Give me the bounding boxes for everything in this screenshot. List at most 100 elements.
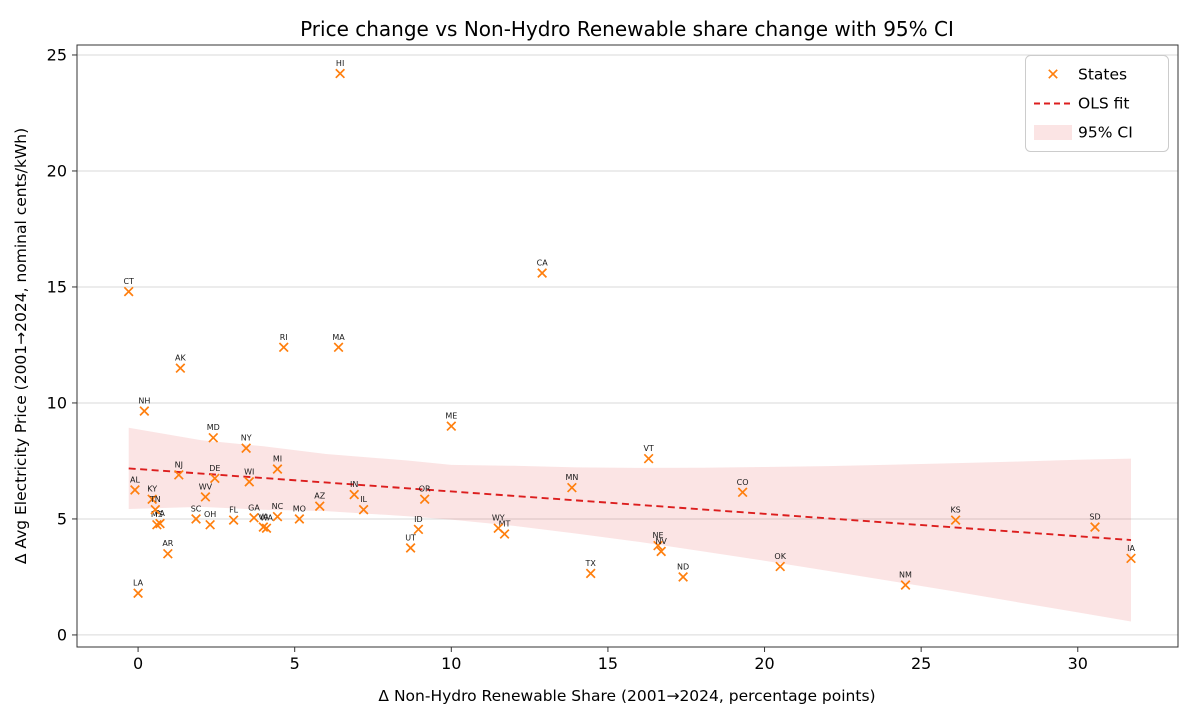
state-label-FL: FL	[229, 506, 239, 515]
state-marker-IA	[1126, 553, 1136, 564]
state-marker-NE	[653, 540, 663, 551]
state-marker-ND	[678, 572, 688, 582]
state-point-TN: TN	[149, 495, 161, 515]
state-label-KY: KY	[147, 485, 157, 494]
state-marker-TN	[150, 504, 161, 515]
state-label-HI: HI	[336, 59, 344, 68]
state-point-CT: CT	[123, 277, 134, 297]
state-point-MI: MI	[272, 455, 283, 474]
state-label-MD: MD	[207, 423, 220, 432]
legend-entry-states: States	[1078, 66, 1127, 84]
state-point-UT: UT	[405, 533, 416, 553]
state-marker-ME	[446, 421, 457, 432]
state-point-ME: ME	[445, 412, 457, 432]
x-tick-label: 0	[133, 654, 143, 673]
state-marker-MA	[333, 342, 344, 353]
state-point-LA: LA	[133, 579, 144, 599]
state-label-GA: GA	[248, 503, 260, 512]
state-point-AK: AK	[175, 354, 186, 374]
state-marker-FL	[228, 515, 239, 526]
state-marker-MS	[151, 519, 162, 530]
state-label-ND: ND	[677, 562, 689, 571]
state-label-NH: NH	[138, 397, 150, 406]
y-tick-label: 25	[47, 45, 67, 64]
legend: States OLS fit 95% CI	[1025, 55, 1169, 152]
state-point-TX: TX	[585, 559, 596, 579]
state-label-NM: NM	[899, 571, 912, 580]
state-point-VA: VA	[258, 513, 269, 532]
state-marker-NV	[656, 546, 667, 557]
state-marker-AL	[130, 485, 140, 495]
x-tick-label: 5	[290, 654, 300, 673]
state-marker-CO	[737, 487, 748, 498]
state-marker-VA	[258, 522, 269, 532]
state-point-HI: HI	[335, 59, 346, 79]
state-label-ME: ME	[445, 412, 457, 421]
state-label-NE: NE	[653, 531, 664, 540]
state-marker-NH	[139, 406, 150, 416]
state-label-MI: MI	[273, 455, 282, 464]
state-marker-IN	[349, 489, 360, 500]
state-point-SD: SD	[1089, 513, 1101, 532]
state-label-PA: PA	[155, 509, 165, 518]
state-point-OR: OR	[419, 485, 431, 505]
ols-fit-line	[128, 467, 1132, 541]
state-label-SD: SD	[1089, 513, 1100, 522]
state-point-IN: IN	[349, 480, 360, 500]
state-label-OH: OH	[204, 510, 216, 519]
state-marker-SD	[1090, 522, 1100, 532]
state-label-DE: DE	[209, 464, 220, 473]
state-marker-AZ	[314, 501, 325, 512]
state-point-NV: NV	[655, 537, 667, 557]
state-point-AZ: AZ	[314, 492, 326, 512]
state-marker-KS	[950, 515, 961, 526]
state-label-VA: VA	[258, 513, 269, 522]
state-point-IA: IA	[1126, 544, 1136, 564]
state-marker-WA	[261, 523, 272, 534]
state-marker-SC	[191, 514, 201, 524]
state-label-TN: TN	[149, 495, 161, 504]
state-label-IL: IL	[360, 495, 367, 504]
state-label-SC: SC	[191, 504, 202, 513]
state-point-WV: WV	[199, 482, 213, 502]
state-point-FL: FL	[228, 506, 239, 526]
state-marker-ID	[413, 524, 424, 535]
state-point-NE: NE	[653, 531, 664, 551]
state-point-SC: SC	[191, 504, 202, 524]
state-label-CA: CA	[537, 259, 549, 268]
state-marker-WY	[493, 523, 504, 534]
state-point-NC: NC	[272, 502, 284, 522]
state-marker-AK	[175, 363, 186, 374]
state-label-WV: WV	[199, 482, 213, 491]
y-tick-label: 20	[47, 161, 67, 180]
state-label-MN: MN	[565, 473, 578, 482]
state-label-NC: NC	[272, 502, 284, 511]
ols-fit-dashed-line	[128, 467, 1132, 541]
state-label-MT: MT	[499, 520, 511, 529]
state-marker-IL	[358, 504, 369, 515]
state-label-AL: AL	[130, 475, 140, 484]
state-label-ID: ID	[414, 515, 423, 524]
state-marker-UT	[405, 543, 416, 553]
state-marker-TX	[585, 568, 596, 579]
chart-title: Price change vs Non-Hydro Renewable shar…	[300, 17, 954, 41]
state-marker-WV	[200, 492, 211, 502]
state-label-AR: AR	[162, 539, 173, 548]
state-point-DE: DE	[209, 464, 220, 484]
state-marker-HI	[335, 68, 346, 79]
state-marker-OR	[419, 494, 430, 505]
state-marker-OK	[775, 561, 786, 572]
state-marker-KY	[147, 494, 158, 505]
state-marker-NJ	[173, 469, 184, 480]
state-point-KS: KS	[950, 506, 961, 526]
y-axis-label: Δ Avg Electricity Price (2001→2024, nomi…	[12, 128, 30, 564]
y-tick-label: 5	[57, 509, 67, 528]
x-axis-label: Δ Non-Hydro Renewable Share (2001→2024, …	[378, 687, 875, 705]
state-marker-RI	[278, 342, 289, 353]
state-point-WA: WA	[260, 514, 273, 534]
legend-marker-icon	[1048, 69, 1058, 79]
state-label-WY: WY	[492, 514, 505, 523]
state-label-NJ: NJ	[175, 460, 183, 469]
